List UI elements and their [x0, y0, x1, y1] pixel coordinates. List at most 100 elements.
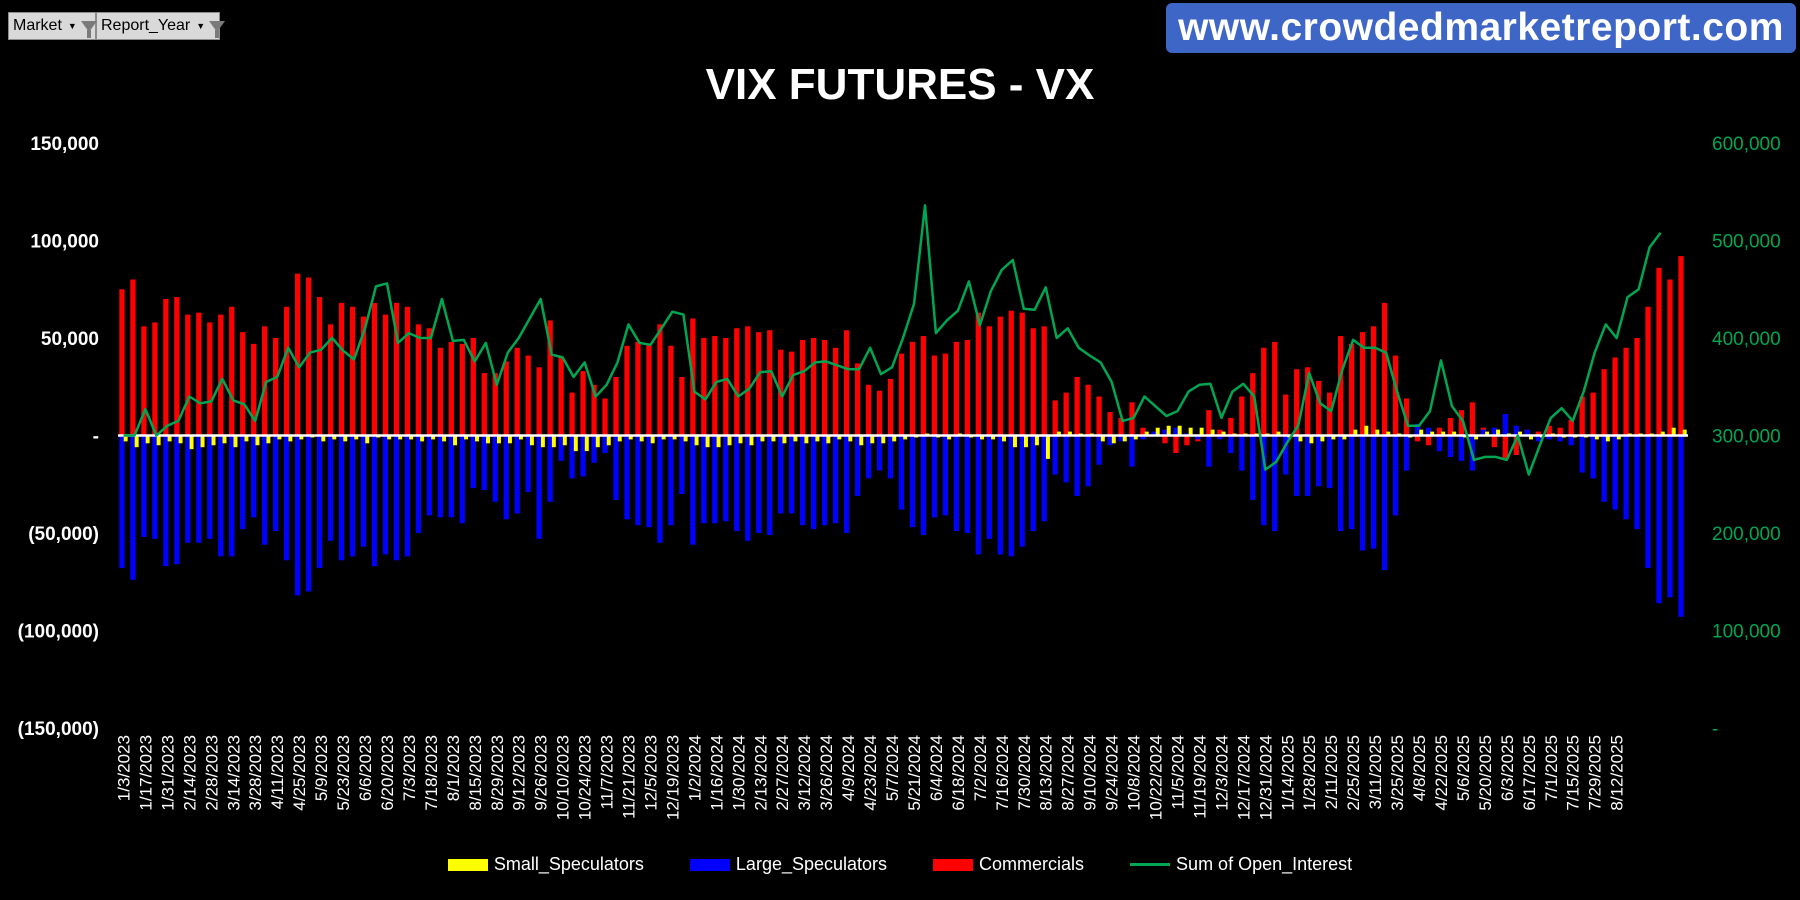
- x-axis-tick-label: 4/23/2024: [861, 735, 880, 811]
- large-speculators-bar: [273, 435, 279, 532]
- x-axis-tick-label: 11/5/2024: [1169, 735, 1188, 809]
- x-axis-tick-label: 8/15/2023: [466, 735, 485, 811]
- commercials-bar: [602, 398, 608, 436]
- commercials-bar: [767, 330, 773, 436]
- large-speculators-bar: [492, 435, 498, 502]
- commercials-bar: [756, 332, 762, 436]
- small-speculators-bar: [793, 435, 798, 442]
- site-banner[interactable]: www.crowdedmarketreport.com: [1166, 3, 1796, 53]
- commercials-bar: [503, 361, 509, 436]
- right-axis-tick-label: 500,000: [1712, 232, 1781, 253]
- small-speculators-bar: [551, 435, 556, 448]
- commercials-bar: [1250, 373, 1256, 436]
- small-speculators-bar: [815, 435, 820, 442]
- commercials-bar: [723, 338, 729, 436]
- large-speculators-bar: [745, 435, 751, 541]
- large-speculators-bar: [284, 435, 290, 561]
- small-speculators-bar: [1111, 435, 1116, 444]
- commercials-bar: [1667, 279, 1673, 436]
- large-speculators-bar: [986, 435, 992, 539]
- small-speculators-bar: [1166, 425, 1171, 436]
- small-speculators-bar: [1331, 435, 1336, 440]
- large-speculators-bar: [997, 435, 1003, 555]
- commercials-bar: [701, 338, 707, 436]
- small-speculators-bar: [727, 435, 732, 446]
- commercials-bar: [1096, 396, 1102, 436]
- large-speculators-bar: [196, 435, 202, 543]
- large-speculators-bar: [119, 435, 125, 569]
- large-speculators-bar: [1348, 435, 1355, 530]
- large-speculators-bar: [1283, 435, 1289, 475]
- small-speculators-bar: [1002, 435, 1006, 442]
- commercials-bar: [975, 312, 981, 436]
- legend-item-commercials: Commercials: [933, 854, 1084, 875]
- small-speculators-bar: [1364, 425, 1369, 436]
- commercials-bar: [1557, 427, 1563, 436]
- small-speculators-bar: [573, 435, 578, 452]
- small-speculators-bar: [211, 435, 216, 446]
- legend-item-open-interest: Sum of Open_Interest: [1130, 854, 1352, 875]
- large-speculators-bar: [1535, 435, 1541, 442]
- small-speculators-bar: [848, 435, 853, 442]
- large-speculators-bar: [207, 435, 213, 539]
- x-axis-tick-label: 6/18/2024: [949, 735, 968, 811]
- large-speculators-bar: [229, 435, 235, 557]
- commercials-bar: [382, 314, 389, 436]
- large-speculators-bar: [953, 435, 959, 532]
- large-speculators-bar: [1217, 435, 1223, 440]
- x-axis-tick-label: 6/3/2025: [1498, 735, 1517, 801]
- small-speculators-bar: [442, 435, 447, 442]
- small-speculators-bar: [1386, 431, 1391, 436]
- commercials-bar: [635, 341, 641, 436]
- large-speculators-bar: [1392, 435, 1399, 516]
- large-speculators-bar: [481, 435, 487, 491]
- commercials-bar: [942, 353, 949, 436]
- small-speculators-bar: [1529, 435, 1533, 440]
- large-speculators-bar: [1667, 435, 1673, 598]
- small-speculators-bar: [540, 435, 545, 448]
- small-speculators-bar: [837, 435, 842, 440]
- commercials-bar: [810, 338, 817, 436]
- large-speculators-bar: [294, 435, 301, 596]
- small-speculators-bar: [595, 435, 600, 448]
- small-speculators-bar: [475, 435, 479, 442]
- commercials-bar: [1052, 400, 1058, 436]
- x-axis-tick-label: 5/20/2025: [1476, 735, 1495, 811]
- small-speculators-bar: [1221, 431, 1226, 436]
- large-speculators-bar: [1162, 429, 1168, 436]
- small-speculators-bar: [606, 435, 611, 446]
- large-speculators-bar: [316, 435, 323, 569]
- small-speculators-bar: [420, 435, 425, 442]
- market-filter-button[interactable]: Market ▼: [8, 12, 97, 40]
- commercials-bar: [624, 345, 630, 436]
- commercials-bar: [1063, 392, 1069, 436]
- large-speculators-bar: [1513, 425, 1519, 436]
- right-axis-tick-label: 400,000: [1712, 329, 1781, 350]
- small-speculators-bar: [431, 435, 436, 440]
- small-speculators-bar: [639, 435, 644, 442]
- x-axis-tick-label: 1/16/2024: [707, 735, 726, 811]
- large-speculators-bar: [327, 435, 334, 541]
- small-speculators-bar: [1605, 435, 1610, 442]
- large-speculators-bar: [503, 435, 509, 520]
- commercials-bar: [459, 343, 465, 436]
- x-axis-tick-label: 2/28/2023: [202, 735, 221, 811]
- commercials-bar: [185, 314, 191, 436]
- small-speculators-bar: [628, 435, 633, 440]
- x-axis-tick-label: 1/17/2023: [136, 735, 155, 811]
- commercials-bar: [163, 299, 169, 436]
- x-axis-tick-label: 11/7/2023: [598, 735, 617, 809]
- small-speculators-bar: [1594, 435, 1599, 440]
- large-speculators-bar: [525, 435, 531, 493]
- left-axis-tick-label: 150,000: [30, 134, 99, 155]
- small-speculators-bar: [947, 435, 952, 440]
- small-speculators-bar: [738, 435, 743, 444]
- large-speculators-bar: [1425, 427, 1432, 436]
- large-speculators-bar: [141, 435, 147, 537]
- commercials-bar: [481, 373, 487, 436]
- x-axis-tick-label: 3/25/2025: [1388, 735, 1407, 811]
- x-axis-tick-label: 8/27/2024: [1059, 735, 1078, 811]
- large-speculators-bar: [174, 435, 180, 565]
- small-speculators-bar: [277, 435, 282, 440]
